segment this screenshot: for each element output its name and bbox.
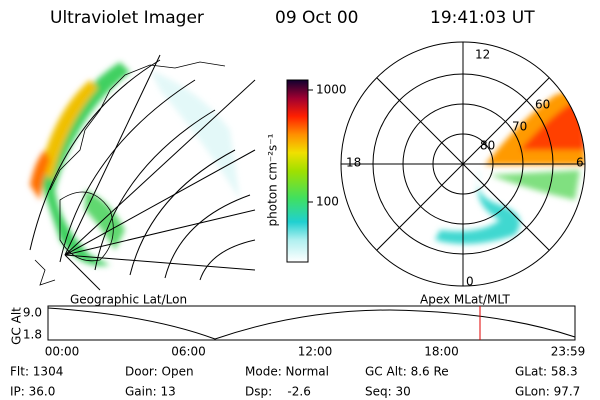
strip-label: Geographic Lat/Lon xyxy=(70,293,187,307)
title: Ultraviolet Imager xyxy=(50,8,204,28)
mlt-label: 0 xyxy=(466,275,474,289)
strip-x-tick: 12:00 xyxy=(298,345,333,359)
mlt-label: 18 xyxy=(346,156,361,170)
strip-x-tick: 00:00 xyxy=(45,345,80,359)
status-field: GLon: 97.7 xyxy=(515,385,580,399)
strip-frame xyxy=(47,305,576,341)
strip-y-tick: 9.0 xyxy=(23,306,42,320)
status-field: Gain: 13 xyxy=(125,385,176,399)
polar-plot: 12 18 6 0 80 70 60 xyxy=(340,41,586,289)
status-field: IP: 36.0 xyxy=(10,385,55,399)
colorbar-tick-label: 100 xyxy=(316,195,339,209)
status-field: GLat: 58.3 xyxy=(515,365,578,379)
colorbar-label: photon cm⁻²s⁻¹ xyxy=(266,133,280,226)
status-field: Mode: Normal xyxy=(245,365,329,379)
status-field: GC Alt: 8.6 Re xyxy=(365,365,449,379)
mlt-label: 6 xyxy=(576,156,584,170)
strip-label: Apex MLat/MLT xyxy=(420,293,510,307)
strip-y-title: GC Alt xyxy=(10,307,24,345)
status-field: Dsp: -2.6 xyxy=(245,385,311,399)
altitude-curve xyxy=(47,307,576,340)
status-field: Door: Open xyxy=(125,365,194,379)
strip-x-tick: 18:00 xyxy=(424,345,459,359)
strip-y-tick: 1.8 xyxy=(23,328,42,342)
lat-label: 60 xyxy=(535,98,550,112)
strip-x-tick: 23:59 xyxy=(551,345,586,359)
status-field: Flt: 1304 xyxy=(10,365,63,379)
lat-label: 80 xyxy=(480,139,495,153)
status-field: Seq: 30 xyxy=(365,385,411,399)
colorbar xyxy=(286,79,309,263)
lat-label: 70 xyxy=(512,120,527,134)
geo-map xyxy=(29,54,256,291)
mlt-label: 12 xyxy=(475,48,490,62)
colorbar-tick-label: 1000 xyxy=(316,83,347,97)
strip-x-tick: 06:00 xyxy=(171,345,206,359)
time: 19:41:03 UT xyxy=(430,8,535,28)
date: 09 Oct 00 xyxy=(275,8,358,28)
